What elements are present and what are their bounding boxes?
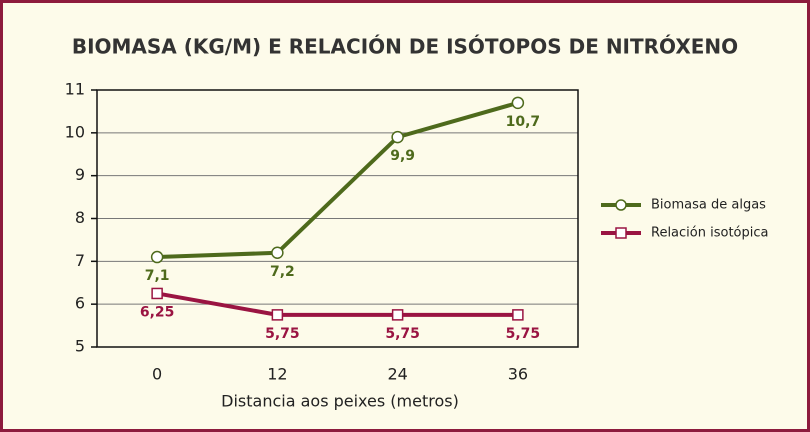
point (512, 309, 524, 321)
data-label: 7,2 (270, 264, 295, 280)
data-label: 5,75 (385, 326, 420, 342)
legend-marker (615, 199, 627, 211)
data-label: 5,75 (265, 326, 300, 342)
plot-border (96, 89, 579, 348)
y-tick-label: 10 (65, 122, 85, 141)
point (511, 96, 525, 110)
x-tick-label: 36 (508, 365, 528, 384)
data-label: 7,1 (145, 268, 170, 284)
point (391, 130, 404, 144)
y-tick-label: 9 (75, 165, 85, 184)
x-tick-label: 12 (267, 365, 287, 384)
legend-label: Biomasa de algas (651, 198, 766, 213)
point (391, 309, 404, 321)
x-tick-label: 24 (387, 365, 407, 384)
point (150, 250, 164, 264)
y-tick-label: 8 (75, 208, 85, 227)
chart-title: BIOMASA (KG/M) E RELACIÓN DE ISÓTOPOS DE… (72, 35, 738, 59)
data-label: 9,9 (390, 148, 415, 164)
legend-label: Relación isotópica (651, 226, 768, 241)
legend-marker (615, 227, 627, 239)
series-line (156, 291, 518, 317)
point (271, 309, 284, 321)
data-label: 5,75 (506, 326, 541, 342)
y-tick-label: 5 (75, 337, 85, 356)
x-tick-label: 0 (152, 365, 162, 384)
data-label: 6,25 (140, 304, 175, 320)
series-line (157, 100, 519, 260)
data-label: 10,7 (506, 114, 541, 130)
y-tick-label: 7 (75, 251, 85, 270)
y-tick-label: 11 (65, 80, 85, 99)
y-tick-label: 6 (75, 294, 85, 313)
point (151, 287, 163, 300)
x-axis-label: Distancia aos peixes (metros) (221, 392, 459, 411)
point (271, 246, 284, 260)
